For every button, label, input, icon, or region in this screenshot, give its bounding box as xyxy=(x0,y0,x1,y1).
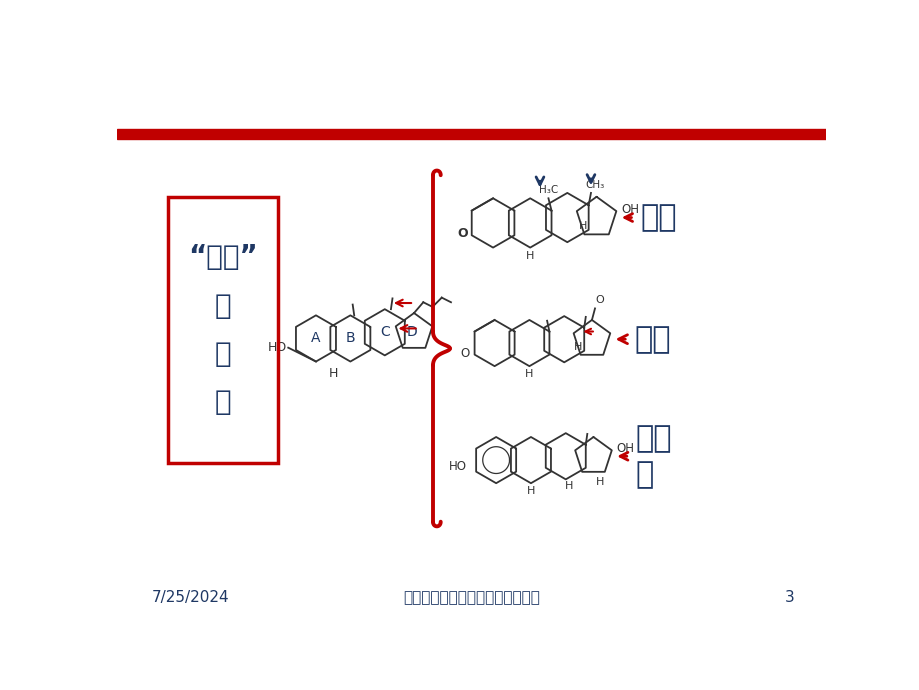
Text: H: H xyxy=(595,477,603,487)
Text: CH₃: CH₃ xyxy=(584,180,604,190)
Text: 孕酮: 孕酮 xyxy=(633,325,670,354)
Text: O: O xyxy=(460,346,470,359)
Text: C: C xyxy=(380,325,390,339)
Text: H: H xyxy=(578,221,586,231)
Text: H: H xyxy=(525,369,533,380)
Text: H: H xyxy=(526,251,534,262)
Text: 的: 的 xyxy=(215,292,232,319)
Text: HO: HO xyxy=(448,460,466,473)
Text: 7/25/2024: 7/25/2024 xyxy=(152,590,230,604)
Text: H: H xyxy=(527,486,535,496)
Bar xyxy=(168,197,278,463)
Text: B: B xyxy=(346,331,355,346)
Text: A: A xyxy=(311,331,321,346)
Bar xyxy=(117,129,825,139)
Text: 3: 3 xyxy=(784,590,794,604)
Text: 雌二
醇: 雌二 醇 xyxy=(635,424,672,489)
Text: O: O xyxy=(457,227,467,240)
Text: “甲体”: “甲体” xyxy=(188,244,258,271)
Text: OH: OH xyxy=(616,442,634,455)
Text: H₃C: H₃C xyxy=(539,185,558,195)
Text: 由: 由 xyxy=(215,340,232,368)
Text: O: O xyxy=(595,295,603,304)
Text: H: H xyxy=(573,342,582,353)
Text: 性心理与安康避孕节育常识与技能: 性心理与安康避孕节育常识与技能 xyxy=(403,590,539,604)
Text: OH: OH xyxy=(620,204,639,217)
Text: 睾酮: 睾酮 xyxy=(640,203,676,232)
Text: H: H xyxy=(564,481,573,491)
Text: 来: 来 xyxy=(215,388,232,416)
Text: D: D xyxy=(406,325,416,339)
Text: HO: HO xyxy=(267,341,287,354)
Text: H: H xyxy=(328,367,337,380)
